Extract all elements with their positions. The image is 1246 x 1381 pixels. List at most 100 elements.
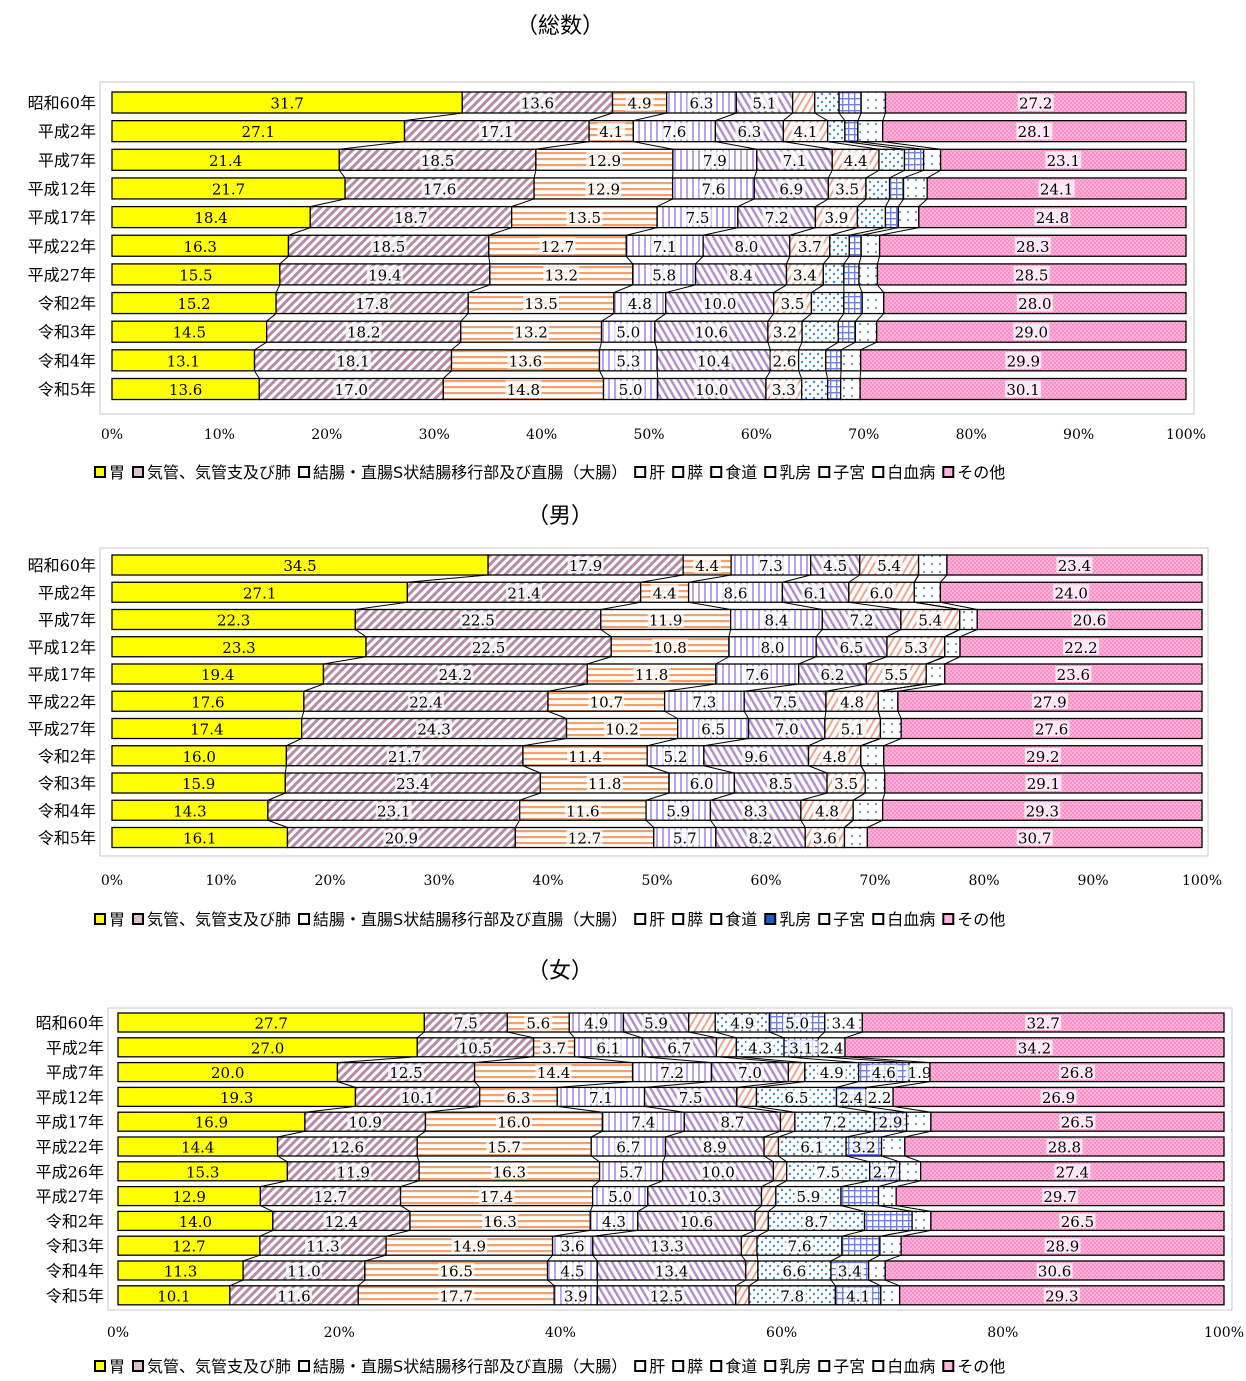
data-label-bg — [594, 1039, 623, 1055]
data-label: 6.7 — [667, 1039, 691, 1057]
legend-entry: その他 — [957, 1357, 1005, 1376]
data-label: 12.7 — [314, 1188, 347, 1206]
data-label: 7.6 — [702, 180, 726, 198]
bar-segment — [860, 91, 887, 114]
series-connector-line — [918, 198, 928, 207]
legend-swatch — [672, 913, 685, 925]
data-label-bg — [616, 380, 645, 398]
series-connector-line — [574, 1056, 633, 1064]
data-label-bg — [790, 265, 819, 283]
series-connector-line — [836, 1105, 875, 1113]
data-label: 10.1 — [157, 1287, 190, 1305]
data-label-bg — [1040, 1089, 1077, 1105]
data-label: 8.2 — [749, 830, 773, 848]
data-label-bg — [700, 1139, 729, 1154]
data-label-bg — [820, 1114, 849, 1130]
series-connector-line — [889, 169, 905, 179]
series-connector-line — [822, 255, 831, 265]
legend-swatch — [710, 913, 723, 925]
data-label-bg — [791, 122, 820, 140]
bar-segment — [878, 148, 906, 171]
series-connector-line — [507, 1031, 534, 1039]
bar-segment — [826, 377, 842, 401]
data-label: 6.3 — [737, 123, 761, 141]
data-label: 7.6 — [788, 1238, 812, 1256]
data-label-bg — [399, 1089, 436, 1105]
series-connector-line — [756, 1229, 769, 1237]
data-label: 7.3 — [759, 557, 783, 575]
data-label-bg — [650, 237, 679, 255]
series-connector-line — [519, 792, 541, 801]
data-label: 12.9 — [587, 180, 620, 198]
series-connector-line — [654, 342, 658, 350]
data-label-bg — [699, 179, 728, 197]
x-tick-label: 30% — [419, 427, 450, 443]
data-label-bg — [1005, 380, 1042, 398]
series-connector-line — [754, 1205, 762, 1212]
data-label: 7.9 — [703, 152, 727, 170]
data-label: 15.5 — [179, 266, 212, 284]
bar-segment — [959, 608, 978, 631]
data-label: 7.1 — [783, 152, 807, 170]
series-connector-line — [323, 656, 367, 665]
data-label-bg — [438, 1263, 475, 1278]
series-connector-line — [782, 601, 823, 610]
legend-entry: 肝 — [649, 1357, 665, 1376]
series-connector-line — [857, 141, 924, 150]
data-label: 3.4 — [838, 1263, 862, 1281]
series-connector-line — [840, 1180, 870, 1188]
series-connector-line — [737, 198, 755, 208]
bar-segment — [843, 263, 860, 286]
data-label-bg — [693, 323, 730, 341]
data-label-bg — [700, 1163, 737, 1179]
data-label-bg — [794, 1188, 823, 1204]
legend-entry: 膵 — [687, 910, 703, 929]
data-label-bg — [847, 611, 876, 628]
series-connector-line — [557, 1081, 633, 1088]
data-label: 13.6 — [169, 381, 202, 399]
data-label-bg — [650, 265, 679, 283]
series-connector-line — [865, 1105, 907, 1113]
data-label: 13.2 — [545, 266, 578, 284]
legend-swatch — [94, 913, 106, 925]
data-label: 28.5 — [1015, 266, 1048, 284]
data-label: 11.9 — [337, 1163, 370, 1181]
category-label: 平成17年 — [28, 208, 96, 227]
data-label: 2.7 — [873, 1163, 897, 1181]
series-connector-line — [878, 1205, 913, 1212]
series-connector-line — [844, 819, 854, 828]
series-connector-line — [860, 738, 881, 747]
data-label: 10.5 — [459, 1039, 492, 1057]
series-connector-line — [783, 1056, 859, 1064]
legend-swatch — [942, 913, 955, 925]
data-label: 18.2 — [347, 324, 380, 342]
data-label-bg — [558, 1263, 587, 1278]
data-label: 11.3 — [306, 1238, 339, 1256]
data-label: 27.0 — [251, 1039, 284, 1057]
series-connector-line — [897, 198, 904, 207]
data-label: 4.8 — [628, 295, 652, 313]
series-connector-line — [882, 141, 941, 150]
data-label-bg — [778, 294, 807, 312]
data-label-bg — [543, 265, 580, 283]
series-connector-line — [442, 370, 452, 379]
data-label-bg — [837, 638, 866, 655]
x-tick-label: 60% — [741, 427, 772, 443]
data-label: 3.9 — [564, 1287, 588, 1305]
data-label-bg — [564, 802, 601, 819]
chart-frame — [107, 1007, 1233, 1311]
series-connector-line — [259, 1229, 274, 1237]
series-connector-line — [814, 112, 828, 122]
series-connector-line — [735, 1279, 746, 1287]
x-tick-label: 40% — [532, 873, 563, 889]
data-label: 6.5 — [701, 721, 725, 739]
bar-segment — [897, 205, 920, 229]
bar-segment — [843, 826, 869, 849]
data-label-bg — [833, 179, 862, 197]
chart-title: （総数） — [516, 14, 604, 39]
category-label: 昭和60年 — [36, 1014, 104, 1033]
data-label: 16.3 — [493, 1163, 526, 1181]
series-connector-line — [599, 342, 603, 350]
series-connector-line — [400, 1205, 411, 1212]
data-label-bg — [777, 179, 806, 197]
